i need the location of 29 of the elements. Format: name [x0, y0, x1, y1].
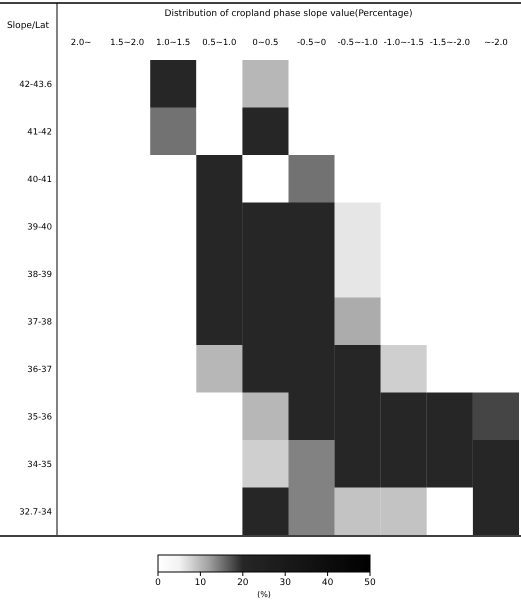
y-tick-label: 35-36	[27, 412, 52, 422]
y-tick-label: 40-41	[27, 174, 52, 185]
x-tick-label: 0.5~1.0	[202, 38, 236, 48]
x-tick-label: 1.5~2.0	[110, 38, 144, 48]
y-axis-title: Slope/Lat	[6, 21, 50, 31]
x-tick-label: ~-2.0	[484, 38, 508, 48]
y-tick-label: 39-40	[27, 222, 52, 232]
x-tick-label: 0~0.5	[252, 38, 278, 48]
y-tick-label: 36-37	[27, 364, 52, 375]
chart-title: Distribution of cropland phase slope value(Percentage)	[164, 9, 412, 19]
y-tick-label: 37-38	[27, 317, 52, 328]
y-tick-label: 38-39	[27, 270, 52, 280]
color-bar-label: 30	[279, 578, 292, 588]
x-tick-label: -1.5~-2.0	[430, 38, 470, 48]
y-tick-label: 34-35	[27, 460, 52, 470]
color-bar-label: 10	[194, 578, 206, 588]
x-tick-label: -1.0~-1.5	[384, 38, 424, 48]
color-bar-label: 20	[237, 578, 249, 588]
y-tick-label: 41-42	[27, 127, 52, 138]
x-tick-label: 2.0~	[70, 38, 92, 48]
color-bar-label: 40	[322, 578, 334, 588]
x-tick-label: 1.0~1.5	[156, 38, 190, 48]
x-tick-label: -0.5~0	[296, 38, 326, 48]
y-tick-label: 42-43.6	[19, 80, 52, 90]
color-bar-label: 50	[364, 578, 376, 588]
y-tick-label: 32.7-34	[19, 507, 52, 518]
color-bar-label: 0	[155, 578, 162, 588]
x-tick-label: -0.5~-1.0	[338, 38, 378, 48]
color-bar-title: (%)	[257, 590, 271, 599]
